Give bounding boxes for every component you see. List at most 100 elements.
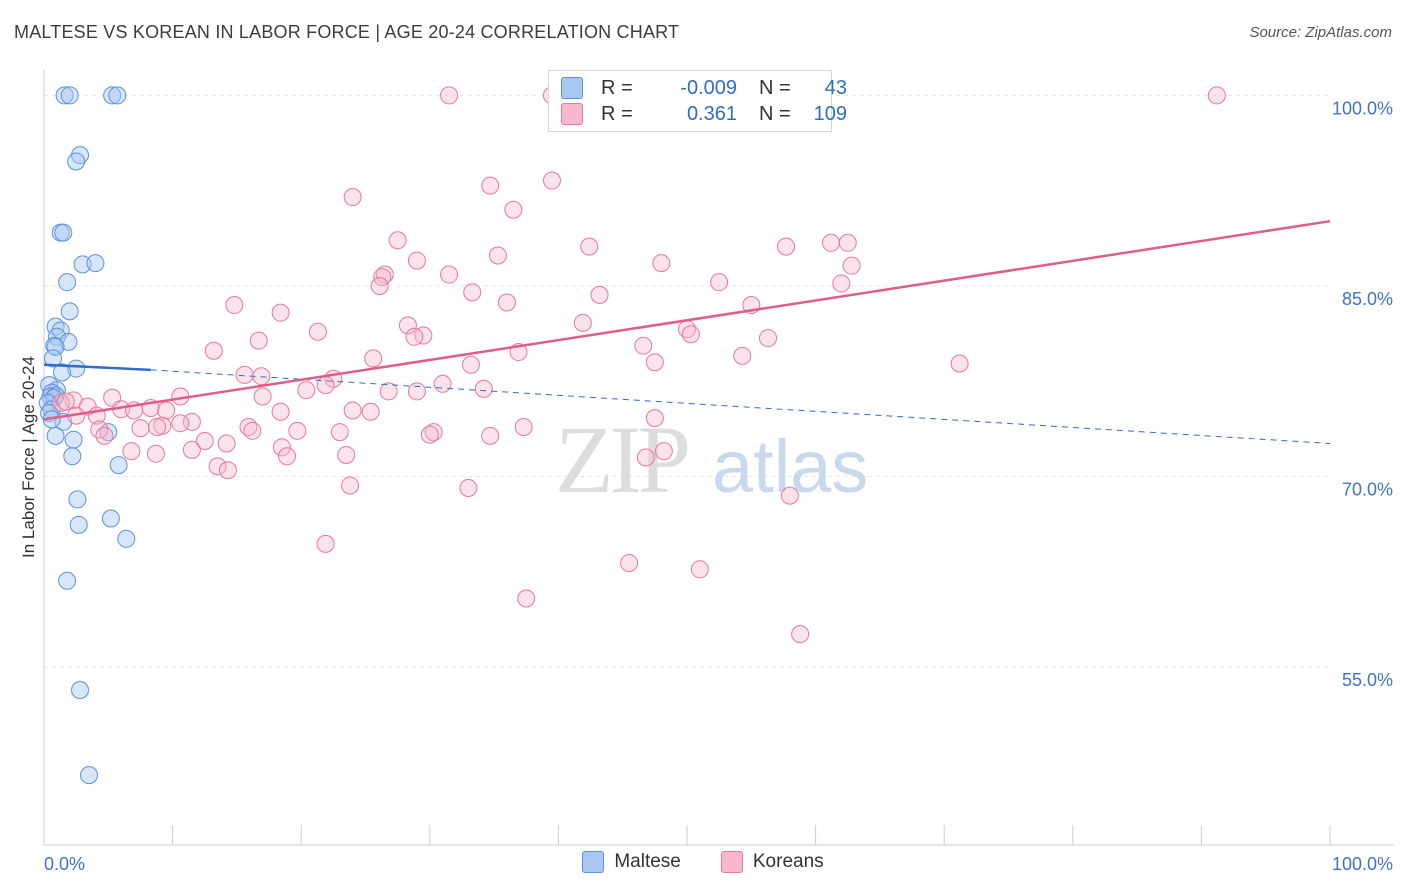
koreans-point	[407, 251, 426, 270]
koreans-point	[157, 401, 176, 420]
koreans-point	[474, 379, 493, 398]
koreans-point	[208, 457, 227, 476]
source-label: Source: ZipAtlas.com	[1249, 24, 1392, 41]
stat-row-koreans: R = 0.361 N = 109	[561, 101, 847, 127]
koreans-point	[832, 274, 851, 293]
axes	[43, 70, 1394, 846]
koreans-point	[780, 486, 799, 505]
koreans-point	[573, 313, 592, 332]
r-value: -0.009	[680, 76, 737, 99]
y-tick-label: 100.0%	[1332, 98, 1393, 118]
koreans-swatch	[720, 851, 743, 873]
grid-lines	[44, 94, 1330, 668]
koreans-point	[620, 553, 639, 572]
x-tick-labels: 0.0% 100.0%	[44, 854, 1393, 874]
koreans-point	[542, 171, 561, 190]
koreans-point	[461, 355, 480, 374]
koreans-point	[681, 325, 700, 344]
koreans-point	[271, 303, 290, 322]
chart-title: MALTESE VS KOREAN IN LABOR FORCE | AGE 2…	[14, 22, 680, 42]
koreans-point	[950, 354, 969, 373]
koreans-point	[271, 402, 290, 421]
koreans-point	[645, 409, 664, 428]
maltese-point	[64, 430, 83, 449]
maltese-point	[103, 86, 122, 105]
maltese-trendline	[43, 363, 151, 372]
koreans-point	[842, 256, 861, 275]
koreans-trendline	[43, 219, 1331, 421]
y-axis-label: In Labor Force | Age 20-24	[19, 356, 38, 558]
koreans-point	[288, 421, 307, 440]
legend-item-koreans[interactable]: Koreans	[720, 851, 824, 873]
koreans-point	[195, 431, 214, 450]
y-tick-label: 85.0%	[1342, 289, 1393, 309]
maltese-point	[108, 86, 127, 105]
koreans-point	[822, 233, 841, 252]
koreans-point	[497, 293, 516, 312]
maltese-point	[60, 302, 79, 321]
koreans-point	[580, 237, 599, 256]
maltese-point	[53, 363, 72, 382]
koreans-point	[517, 589, 536, 608]
legend-item-maltese[interactable]: Maltese	[582, 851, 681, 873]
n-value: 43	[824, 76, 847, 99]
n-label: N =	[759, 102, 791, 125]
koreans-point	[414, 326, 433, 345]
koreans-point	[56, 392, 75, 411]
koreans-point	[514, 418, 533, 437]
koreans-point	[272, 438, 291, 457]
x-tick-label: 0.0%	[44, 854, 85, 874]
koreans-point	[343, 401, 362, 420]
n-value: 109	[813, 102, 847, 125]
koreans-point	[297, 381, 316, 400]
maltese-point	[67, 359, 86, 378]
koreans-point	[481, 426, 500, 445]
koreans-point	[645, 353, 664, 372]
koreans-point	[652, 254, 671, 273]
maltese-point	[58, 273, 77, 292]
maltese-point	[44, 349, 63, 368]
watermark-zip: ZIP	[555, 406, 688, 513]
koreans-point	[330, 423, 349, 442]
koreans-point	[131, 419, 150, 438]
koreans-point	[440, 86, 459, 105]
maltese-point	[86, 254, 105, 273]
legend: Maltese Koreans	[0, 851, 1406, 873]
maltese-point	[109, 456, 128, 475]
correlation-stats-box: R = -0.009 N = 43 R = 0.361 N = 109	[548, 70, 847, 132]
maltese-point	[117, 529, 136, 548]
koreans-point	[405, 327, 424, 346]
maltese-trendline	[150, 369, 1331, 445]
watermark-atlas: atlas	[712, 425, 868, 508]
trend-lines	[43, 219, 1331, 445]
koreans-point	[171, 414, 190, 433]
koreans-point	[1207, 86, 1226, 105]
koreans-point	[759, 329, 778, 348]
maltese-point	[80, 766, 99, 785]
koreans-point	[590, 285, 609, 304]
y-tick-label: 55.0%	[1342, 670, 1393, 690]
maltese-point	[58, 571, 77, 590]
koreans-point	[370, 276, 389, 295]
y-tick-label: 70.0%	[1342, 480, 1393, 500]
maltese-point	[68, 490, 87, 509]
legend-label: Koreans	[752, 851, 824, 872]
koreans-point	[388, 231, 407, 250]
koreans-point	[690, 560, 709, 579]
koreans-point	[308, 322, 327, 341]
koreans-point	[225, 296, 244, 315]
maltese-swatch	[582, 851, 605, 873]
koreans-point	[488, 246, 507, 265]
koreans-point	[278, 447, 297, 466]
maltese-point	[73, 255, 92, 274]
maltese-point	[46, 426, 65, 445]
koreans-point	[361, 402, 380, 421]
koreans-point	[148, 418, 167, 437]
koreans-point	[249, 331, 268, 350]
koreans-point	[398, 316, 417, 335]
koreans-point	[146, 444, 165, 463]
stat-row-maltese: R = -0.009 N = 43	[561, 75, 847, 101]
koreans-point	[337, 445, 356, 464]
koreans-point	[433, 374, 452, 393]
koreans-point	[838, 233, 857, 252]
